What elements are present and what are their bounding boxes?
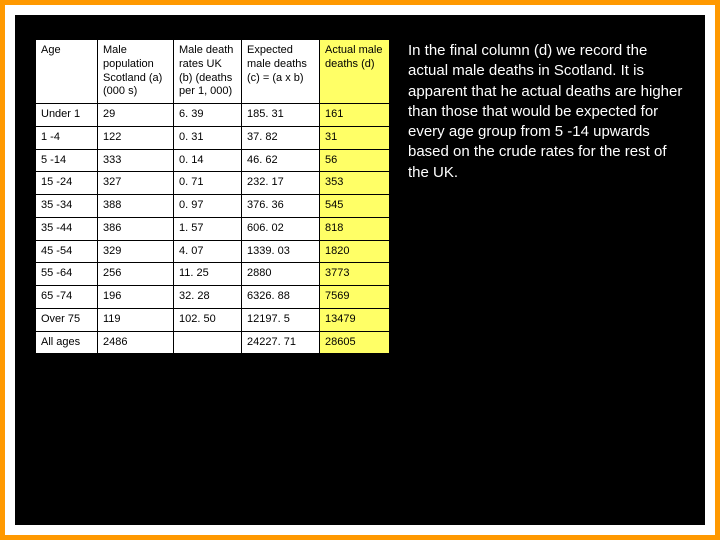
cell-age: 55 -64 bbox=[36, 263, 98, 286]
cell-c: 232. 17 bbox=[242, 172, 320, 195]
mortality-table: Age Male population Scotland (a) (000 s)… bbox=[35, 39, 390, 354]
cell-age: 35 -44 bbox=[36, 217, 98, 240]
cell-age: 45 -54 bbox=[36, 240, 98, 263]
cell-a: 196 bbox=[98, 286, 174, 309]
cell-c: 1339. 03 bbox=[242, 240, 320, 263]
table-row: 5 -14 333 0. 14 46. 62 56 bbox=[36, 149, 390, 172]
cell-a: 386 bbox=[98, 217, 174, 240]
data-table-wrap: Age Male population Scotland (a) (000 s)… bbox=[35, 39, 390, 509]
cell-age: 65 -74 bbox=[36, 286, 98, 309]
cell-b: 32. 28 bbox=[174, 286, 242, 309]
cell-age: All ages bbox=[36, 331, 98, 354]
cell-a: 122 bbox=[98, 126, 174, 149]
cell-a: 333 bbox=[98, 149, 174, 172]
cell-b: 0. 71 bbox=[174, 172, 242, 195]
cell-b: 102. 50 bbox=[174, 308, 242, 331]
col-header-actual: Actual male deaths (d) bbox=[320, 40, 390, 104]
cell-age: 5 -14 bbox=[36, 149, 98, 172]
cell-b: 6. 39 bbox=[174, 104, 242, 127]
cell-b bbox=[174, 331, 242, 354]
cell-b: 4. 07 bbox=[174, 240, 242, 263]
table-row: 1 -4 122 0. 31 37. 82 31 bbox=[36, 126, 390, 149]
outer-frame: Age Male population Scotland (a) (000 s)… bbox=[0, 0, 720, 540]
table-row: Under 1 29 6. 39 185. 31 161 bbox=[36, 104, 390, 127]
table-row: Over 75 119 102. 50 12197. 5 13479 bbox=[36, 308, 390, 331]
cell-c: 46. 62 bbox=[242, 149, 320, 172]
cell-d: 7569 bbox=[320, 286, 390, 309]
cell-c: 12197. 5 bbox=[242, 308, 320, 331]
cell-age: Under 1 bbox=[36, 104, 98, 127]
cell-a: 2486 bbox=[98, 331, 174, 354]
cell-d: 818 bbox=[320, 217, 390, 240]
table-row: 35 -44 386 1. 57 606. 02 818 bbox=[36, 217, 390, 240]
cell-d: 545 bbox=[320, 195, 390, 218]
cell-d: 3773 bbox=[320, 263, 390, 286]
cell-c: 185. 31 bbox=[242, 104, 320, 127]
cell-d: 1820 bbox=[320, 240, 390, 263]
cell-c: 24227. 71 bbox=[242, 331, 320, 354]
cell-age: 15 -24 bbox=[36, 172, 98, 195]
cell-b: 0. 97 bbox=[174, 195, 242, 218]
cell-b: 1. 57 bbox=[174, 217, 242, 240]
col-header-expected: Expected male deaths (c) = (a x b) bbox=[242, 40, 320, 104]
cell-d: 13479 bbox=[320, 308, 390, 331]
table-row: 65 -74 196 32. 28 6326. 88 7569 bbox=[36, 286, 390, 309]
table-row: 55 -64 256 11. 25 2880 3773 bbox=[36, 263, 390, 286]
table-row: 35 -34 388 0. 97 376. 36 545 bbox=[36, 195, 390, 218]
col-header-population: Male population Scotland (a) (000 s) bbox=[98, 40, 174, 104]
col-header-age: Age bbox=[36, 40, 98, 104]
cell-c: 376. 36 bbox=[242, 195, 320, 218]
cell-c: 2880 bbox=[242, 263, 320, 286]
cell-d: 28605 bbox=[320, 331, 390, 354]
cell-a: 327 bbox=[98, 172, 174, 195]
table-row: 45 -54 329 4. 07 1339. 03 1820 bbox=[36, 240, 390, 263]
cell-a: 29 bbox=[98, 104, 174, 127]
cell-b: 11. 25 bbox=[174, 263, 242, 286]
cell-d: 56 bbox=[320, 149, 390, 172]
cell-b: 0. 31 bbox=[174, 126, 242, 149]
cell-age: 35 -34 bbox=[36, 195, 98, 218]
caption-text: In the final column (d) we record the ac… bbox=[408, 39, 689, 509]
cell-b: 0. 14 bbox=[174, 149, 242, 172]
cell-a: 119 bbox=[98, 308, 174, 331]
cell-a: 388 bbox=[98, 195, 174, 218]
cell-c: 6326. 88 bbox=[242, 286, 320, 309]
table-row: 15 -24 327 0. 71 232. 17 353 bbox=[36, 172, 390, 195]
table-body: Under 1 29 6. 39 185. 31 161 1 -4 122 0.… bbox=[36, 104, 390, 354]
cell-c: 37. 82 bbox=[242, 126, 320, 149]
cell-a: 329 bbox=[98, 240, 174, 263]
inner-panel: Age Male population Scotland (a) (000 s)… bbox=[15, 15, 705, 525]
cell-d: 353 bbox=[320, 172, 390, 195]
cell-d: 31 bbox=[320, 126, 390, 149]
cell-d: 161 bbox=[320, 104, 390, 127]
cell-age: 1 -4 bbox=[36, 126, 98, 149]
cell-a: 256 bbox=[98, 263, 174, 286]
cell-c: 606. 02 bbox=[242, 217, 320, 240]
table-header-row: Age Male population Scotland (a) (000 s)… bbox=[36, 40, 390, 104]
table-row: All ages 2486 24227. 71 28605 bbox=[36, 331, 390, 354]
col-header-death-rates: Male death rates UK (b) (deaths per 1, 0… bbox=[174, 40, 242, 104]
cell-age: Over 75 bbox=[36, 308, 98, 331]
